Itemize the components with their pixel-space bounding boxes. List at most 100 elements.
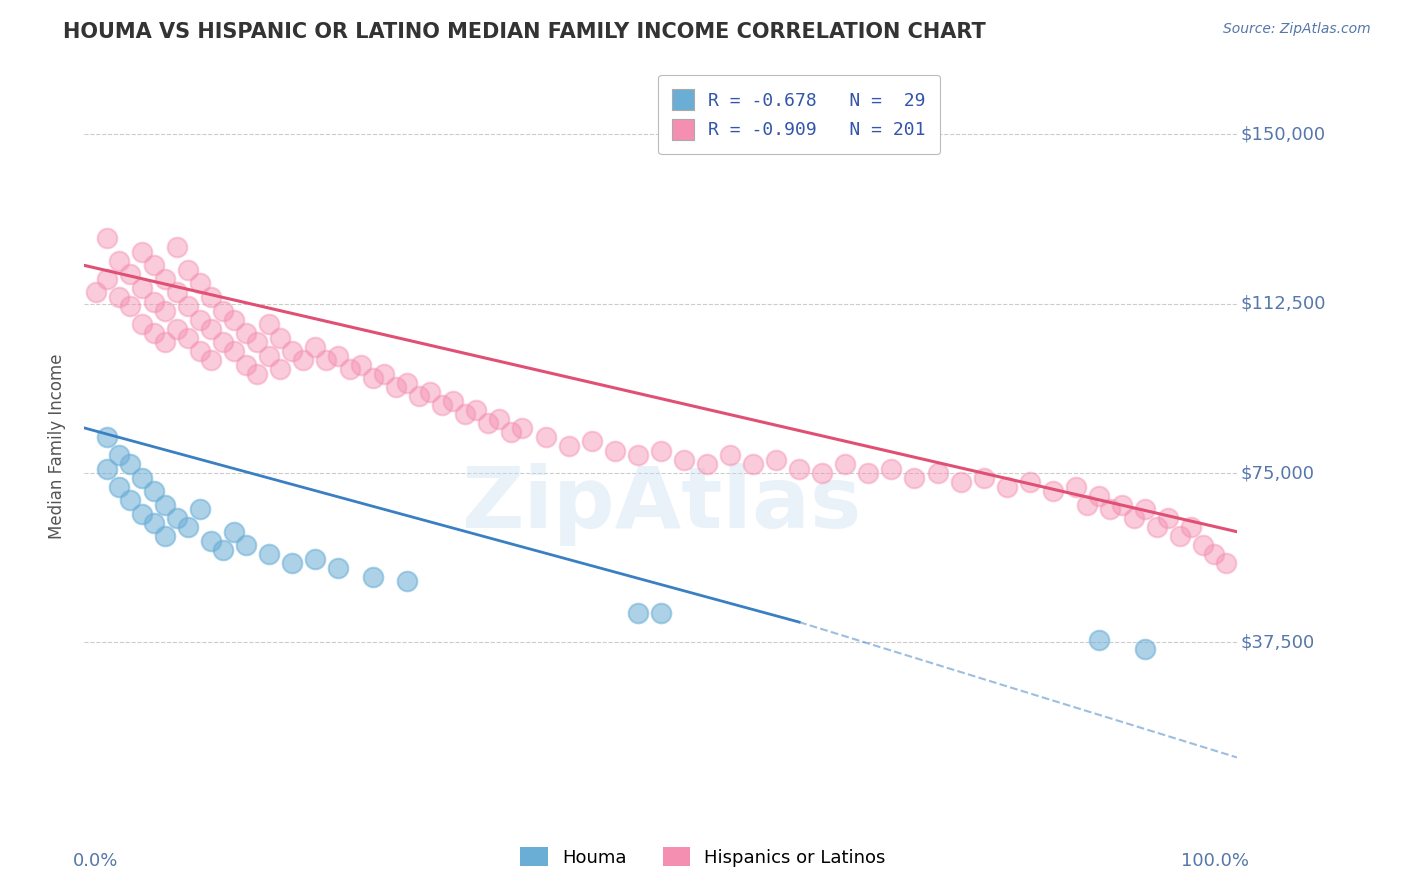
- Point: [166, 321, 188, 335]
- Point: [304, 552, 326, 566]
- Point: [1215, 557, 1237, 571]
- Point: [200, 353, 222, 368]
- Point: [120, 457, 142, 471]
- Point: [1099, 502, 1122, 516]
- Point: [177, 263, 200, 277]
- Point: [281, 344, 304, 359]
- Point: [488, 412, 510, 426]
- Point: [396, 574, 419, 589]
- Point: [200, 533, 222, 548]
- Point: [361, 371, 384, 385]
- Point: [142, 326, 165, 340]
- Y-axis label: Median Family Income: Median Family Income: [48, 353, 66, 539]
- Point: [742, 457, 765, 471]
- Point: [269, 362, 291, 376]
- Point: [142, 294, 165, 309]
- Point: [153, 303, 176, 318]
- Point: [188, 277, 211, 291]
- Point: [177, 299, 200, 313]
- Point: [235, 538, 257, 552]
- Legend: R = -0.678   N =  29, R = -0.909   N = 201: R = -0.678 N = 29, R = -0.909 N = 201: [658, 75, 941, 154]
- Point: [650, 606, 672, 620]
- Text: HOUMA VS HISPANIC OR LATINO MEDIAN FAMILY INCOME CORRELATION CHART: HOUMA VS HISPANIC OR LATINO MEDIAN FAMIL…: [63, 22, 986, 42]
- Point: [177, 520, 200, 534]
- Point: [246, 335, 269, 350]
- Point: [1042, 484, 1064, 499]
- Point: [153, 498, 176, 512]
- Point: [315, 353, 337, 368]
- Point: [650, 443, 672, 458]
- Text: $37,500: $37,500: [1240, 633, 1315, 651]
- Point: [1088, 633, 1111, 648]
- Point: [949, 475, 972, 489]
- Point: [603, 443, 626, 458]
- Point: [177, 331, 200, 345]
- Point: [408, 389, 430, 403]
- Point: [166, 511, 188, 525]
- Text: 100.0%: 100.0%: [1181, 852, 1249, 870]
- Point: [142, 516, 165, 530]
- Point: [718, 448, 741, 462]
- Point: [153, 529, 176, 543]
- Point: [1157, 511, 1180, 525]
- Point: [200, 321, 222, 335]
- Point: [96, 430, 118, 444]
- Text: 0.0%: 0.0%: [73, 852, 118, 870]
- Point: [142, 259, 165, 273]
- Point: [430, 398, 453, 412]
- Point: [142, 484, 165, 499]
- Point: [96, 272, 118, 286]
- Point: [995, 480, 1018, 494]
- Point: [1180, 520, 1202, 534]
- Point: [1204, 547, 1226, 561]
- Point: [441, 393, 464, 408]
- Point: [257, 547, 280, 561]
- Point: [419, 384, 441, 399]
- Point: [1111, 498, 1133, 512]
- Point: [108, 448, 131, 462]
- Point: [131, 317, 153, 331]
- Point: [581, 434, 603, 449]
- Point: [153, 272, 176, 286]
- Point: [131, 507, 153, 521]
- Point: [927, 466, 949, 480]
- Point: [292, 353, 315, 368]
- Point: [696, 457, 718, 471]
- Point: [108, 480, 131, 494]
- Point: [765, 452, 787, 467]
- Point: [281, 557, 304, 571]
- Point: [499, 425, 522, 440]
- Point: [396, 376, 419, 390]
- Point: [326, 561, 349, 575]
- Point: [131, 244, 153, 259]
- Point: [627, 606, 650, 620]
- Point: [235, 326, 257, 340]
- Point: [188, 344, 211, 359]
- Point: [465, 403, 488, 417]
- Point: [1122, 511, 1144, 525]
- Point: [512, 421, 534, 435]
- Point: [1191, 538, 1213, 552]
- Point: [224, 524, 246, 539]
- Point: [1018, 475, 1040, 489]
- Point: [108, 290, 131, 304]
- Text: $150,000: $150,000: [1240, 126, 1326, 144]
- Text: $112,500: $112,500: [1240, 294, 1326, 313]
- Point: [1088, 489, 1111, 503]
- Point: [224, 312, 246, 326]
- Legend: Houma, Hispanics or Latinos: Houma, Hispanics or Latinos: [513, 840, 893, 874]
- Point: [834, 457, 856, 471]
- Point: [211, 542, 233, 557]
- Point: [973, 470, 995, 484]
- Point: [339, 362, 361, 376]
- Point: [131, 470, 153, 484]
- Point: [326, 349, 349, 363]
- Point: [131, 281, 153, 295]
- Point: [188, 502, 211, 516]
- Point: [1064, 480, 1087, 494]
- Text: Source: ZipAtlas.com: Source: ZipAtlas.com: [1223, 22, 1371, 37]
- Point: [373, 367, 395, 381]
- Point: [200, 290, 222, 304]
- Point: [257, 349, 280, 363]
- Point: [1146, 520, 1168, 534]
